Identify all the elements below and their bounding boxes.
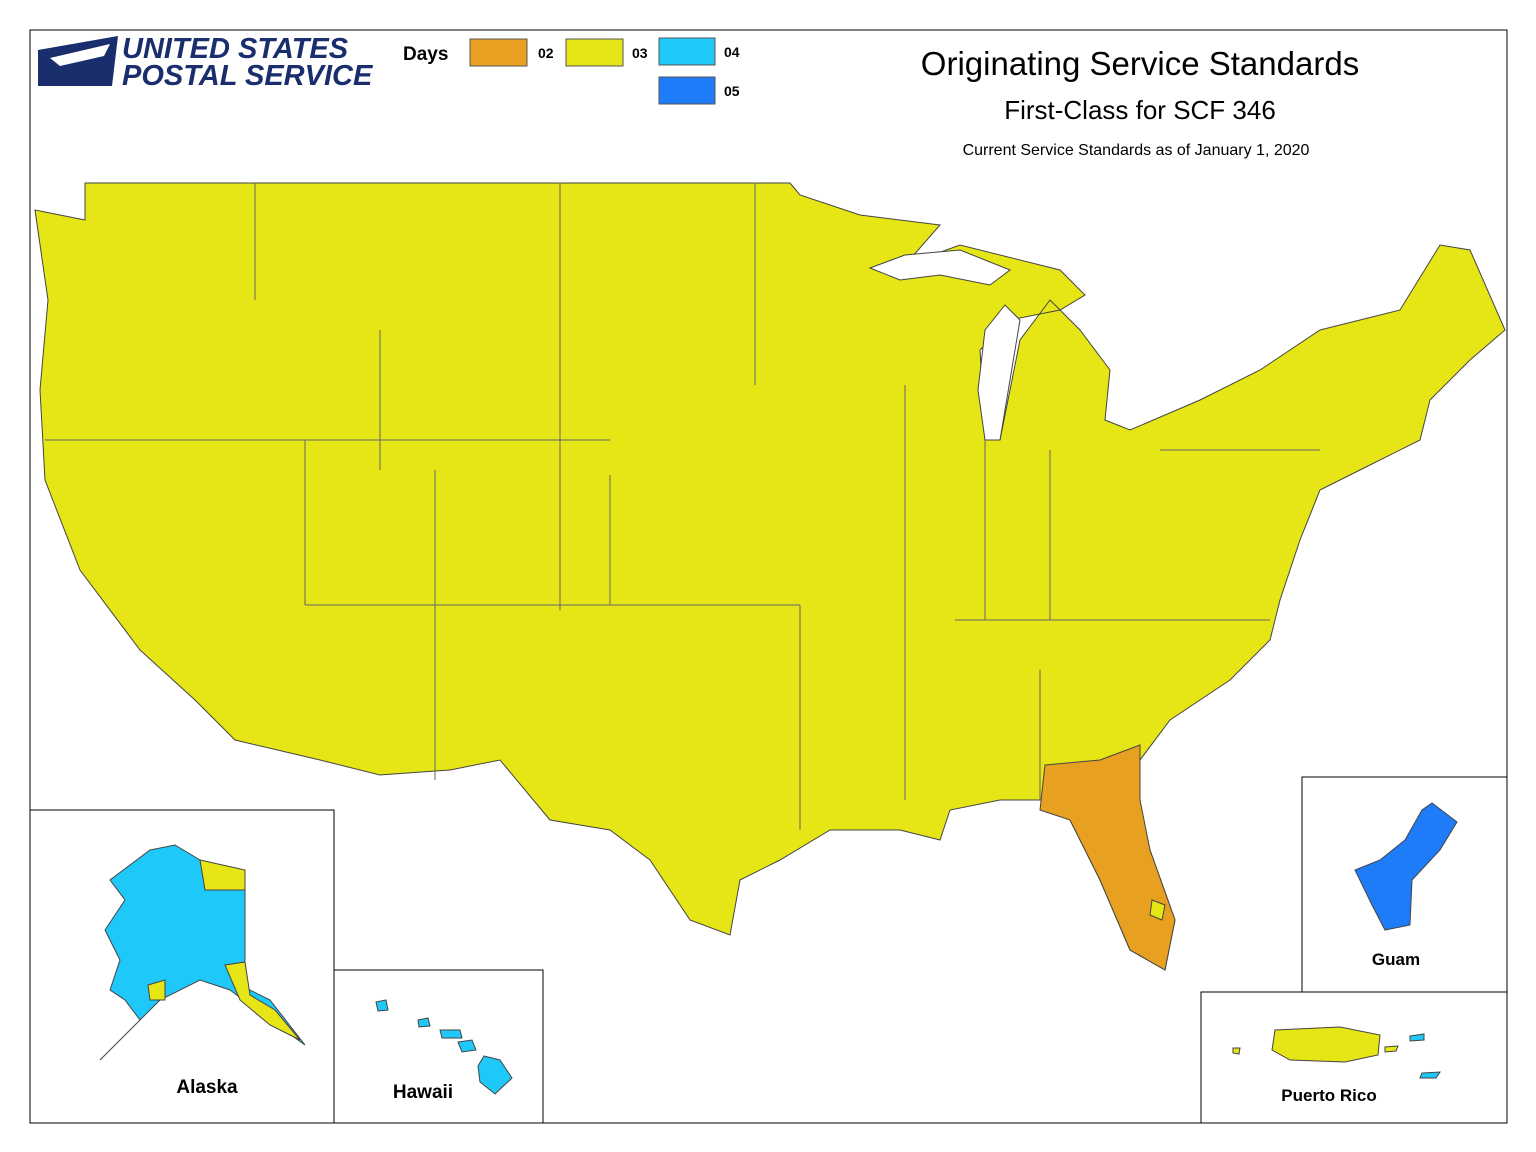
legend-swatch [658,37,716,66]
lake-superior [868,249,1012,286]
inset-label: Hawaii [393,1082,453,1103]
legend-label: 05 [724,83,740,99]
legend-swatch [565,38,624,67]
region-florida-georgia [1039,744,1176,971]
inset-label: Puerto Rico [1281,1086,1376,1105]
legend: Days 02 03 04 05 [403,37,740,105]
region-alaska-northeast [199,859,246,891]
legend-label: 04 [724,44,740,60]
logo-line1: UNITED STATES [122,33,349,65]
legend-title: Days [403,44,448,65]
inset-frame [333,969,544,1124]
region-puerto-rico [1271,1026,1381,1063]
region-alaska-southeast [224,961,301,1041]
logo: UNITED STATES POSTAL SERVICE [38,33,374,92]
legend-swatch [658,76,716,105]
island [457,1039,477,1053]
region-florida-pocket [1149,899,1166,921]
map-title: Originating Service Standards [921,45,1359,82]
legend-label: 03 [632,45,648,61]
island [1232,1047,1241,1055]
logo-eagle [50,44,110,66]
lake-michigan [977,304,1021,441]
island [1409,1033,1425,1042]
island [477,1055,513,1095]
island [439,1029,463,1039]
island [1419,1071,1441,1079]
region-guam [1354,802,1458,931]
region-hawaii [375,999,513,1095]
map-subtitle: First-Class for SCF 346 [1004,95,1276,125]
inset-label: Guam [1372,950,1420,969]
region-alaska-interior [147,979,166,1001]
island [417,1017,431,1028]
state-borders [45,183,1320,830]
inset-label: Alaska [176,1077,238,1098]
island [1384,1045,1399,1053]
map-note: Current Service Standards as of January … [963,142,1310,159]
legend-swatch [469,38,528,67]
legend-label: 02 [538,45,554,61]
island [375,999,389,1012]
logo-line2: POSTAL SERVICE [122,60,374,92]
